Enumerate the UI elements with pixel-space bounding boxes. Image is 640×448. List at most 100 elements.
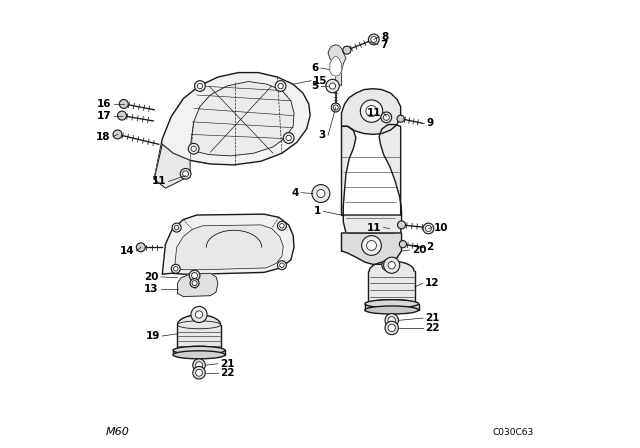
Text: 22: 22 bbox=[220, 368, 235, 378]
Circle shape bbox=[119, 99, 128, 108]
Circle shape bbox=[284, 133, 294, 143]
Circle shape bbox=[426, 225, 431, 232]
Text: 20: 20 bbox=[412, 245, 426, 255]
Text: 4: 4 bbox=[292, 188, 299, 198]
Text: 14: 14 bbox=[120, 246, 134, 256]
Circle shape bbox=[371, 36, 377, 43]
Polygon shape bbox=[330, 56, 342, 76]
Circle shape bbox=[278, 83, 284, 89]
Text: M60: M60 bbox=[106, 427, 130, 437]
Circle shape bbox=[383, 114, 389, 121]
Circle shape bbox=[189, 270, 200, 281]
Text: 15: 15 bbox=[314, 76, 328, 86]
Polygon shape bbox=[369, 271, 415, 304]
Circle shape bbox=[399, 241, 406, 248]
Text: 11: 11 bbox=[367, 108, 381, 118]
Circle shape bbox=[388, 324, 396, 332]
Circle shape bbox=[367, 241, 376, 250]
Circle shape bbox=[172, 223, 181, 232]
Text: 1: 1 bbox=[314, 207, 321, 216]
Polygon shape bbox=[328, 45, 346, 85]
Text: 22: 22 bbox=[425, 323, 440, 333]
Circle shape bbox=[423, 223, 434, 234]
Circle shape bbox=[366, 105, 377, 117]
Circle shape bbox=[195, 81, 205, 91]
Circle shape bbox=[360, 100, 383, 122]
Text: 10: 10 bbox=[435, 223, 449, 233]
Circle shape bbox=[388, 262, 396, 269]
Ellipse shape bbox=[173, 346, 225, 354]
Polygon shape bbox=[177, 325, 221, 350]
Circle shape bbox=[197, 83, 203, 89]
Polygon shape bbox=[177, 315, 221, 325]
Circle shape bbox=[397, 115, 404, 122]
Circle shape bbox=[172, 264, 180, 273]
Circle shape bbox=[193, 359, 205, 371]
Circle shape bbox=[384, 262, 390, 268]
Text: 5: 5 bbox=[312, 81, 319, 91]
Circle shape bbox=[383, 257, 400, 273]
Circle shape bbox=[332, 103, 340, 112]
Circle shape bbox=[193, 366, 205, 379]
Circle shape bbox=[278, 261, 287, 270]
Polygon shape bbox=[369, 261, 414, 271]
Text: 2: 2 bbox=[426, 242, 433, 252]
Circle shape bbox=[190, 279, 199, 288]
Polygon shape bbox=[154, 144, 190, 188]
Text: 12: 12 bbox=[425, 278, 440, 288]
Circle shape bbox=[191, 146, 196, 151]
Polygon shape bbox=[174, 225, 284, 270]
Ellipse shape bbox=[177, 321, 221, 329]
Circle shape bbox=[136, 243, 145, 252]
Circle shape bbox=[312, 185, 330, 202]
Polygon shape bbox=[342, 89, 401, 134]
Circle shape bbox=[381, 112, 392, 123]
Circle shape bbox=[343, 46, 351, 54]
Circle shape bbox=[182, 171, 189, 177]
Circle shape bbox=[382, 260, 392, 271]
Circle shape bbox=[362, 236, 381, 255]
Text: 18: 18 bbox=[96, 132, 111, 142]
Text: 20: 20 bbox=[144, 272, 159, 282]
Ellipse shape bbox=[177, 346, 221, 354]
Circle shape bbox=[195, 311, 203, 318]
Polygon shape bbox=[163, 214, 294, 274]
Text: 21: 21 bbox=[220, 359, 235, 369]
Polygon shape bbox=[342, 233, 401, 264]
Circle shape bbox=[191, 306, 207, 323]
Polygon shape bbox=[365, 304, 419, 310]
Ellipse shape bbox=[365, 306, 419, 314]
Text: 16: 16 bbox=[97, 99, 112, 109]
Circle shape bbox=[280, 224, 284, 228]
Circle shape bbox=[180, 168, 191, 179]
Circle shape bbox=[317, 190, 325, 198]
Text: 11: 11 bbox=[152, 177, 166, 186]
Ellipse shape bbox=[173, 351, 225, 359]
Ellipse shape bbox=[365, 300, 419, 308]
Circle shape bbox=[385, 321, 398, 335]
Circle shape bbox=[385, 314, 398, 327]
Circle shape bbox=[113, 130, 122, 139]
Circle shape bbox=[286, 135, 291, 141]
Text: 13: 13 bbox=[144, 284, 159, 294]
Circle shape bbox=[173, 267, 178, 271]
Polygon shape bbox=[173, 350, 225, 355]
Text: 3: 3 bbox=[319, 130, 326, 140]
Text: 19: 19 bbox=[146, 331, 160, 341]
Text: 8: 8 bbox=[381, 32, 388, 42]
Polygon shape bbox=[154, 73, 310, 179]
Circle shape bbox=[174, 225, 179, 230]
Circle shape bbox=[397, 221, 406, 229]
Circle shape bbox=[280, 263, 284, 267]
Circle shape bbox=[388, 317, 396, 324]
Text: 17: 17 bbox=[97, 111, 112, 121]
Circle shape bbox=[196, 362, 202, 369]
Text: 7: 7 bbox=[380, 40, 388, 50]
Text: 21: 21 bbox=[425, 313, 440, 323]
Polygon shape bbox=[342, 125, 401, 251]
Circle shape bbox=[118, 111, 127, 120]
Circle shape bbox=[326, 79, 339, 93]
Ellipse shape bbox=[369, 300, 415, 308]
Text: C030C63: C030C63 bbox=[493, 428, 534, 437]
Polygon shape bbox=[190, 82, 294, 156]
